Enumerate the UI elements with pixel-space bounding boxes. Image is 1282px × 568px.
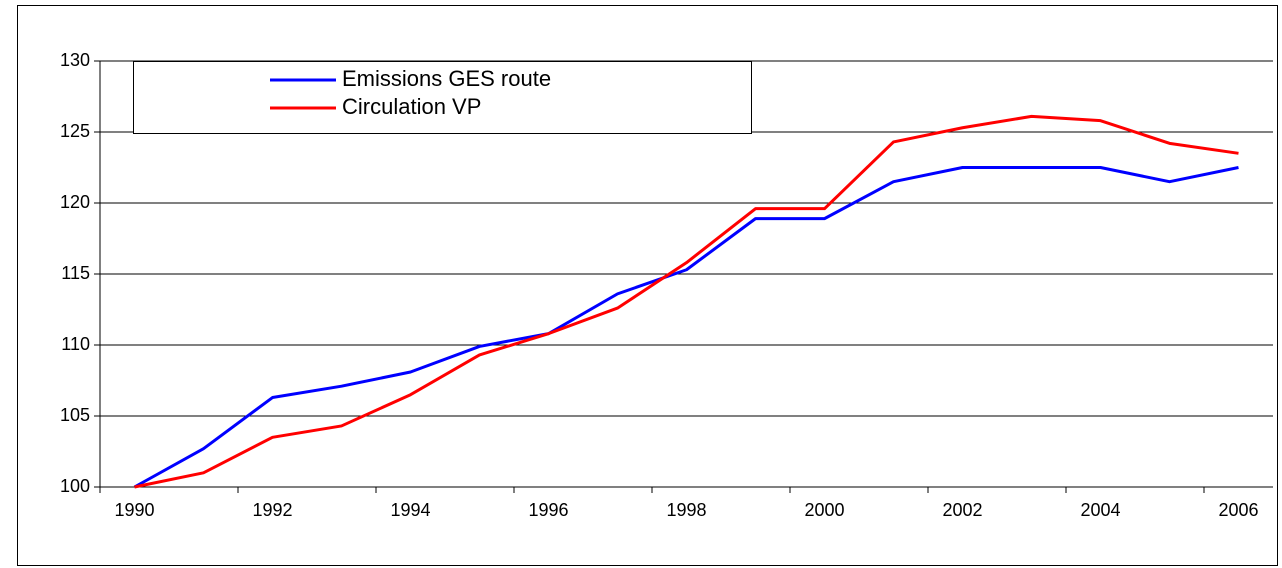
x-tick-label: 1992 — [252, 500, 292, 520]
y-tick-label: 100 — [60, 476, 90, 496]
x-tick-label: 2000 — [804, 500, 844, 520]
y-tick-label: 115 — [61, 263, 90, 283]
legend-box — [133, 61, 752, 134]
x-tick-label: 2006 — [1218, 500, 1258, 520]
y-tick-label: 125 — [60, 121, 90, 141]
legend-label: Circulation VP — [342, 94, 481, 119]
x-tick-label: 2002 — [942, 500, 982, 520]
x-tick-label: 2004 — [1080, 500, 1120, 520]
x-tick-label: 1998 — [666, 500, 706, 520]
x-tick-label: 1994 — [390, 500, 430, 520]
y-tick-label: 120 — [60, 192, 90, 212]
x-tick-label: 1990 — [114, 500, 154, 520]
x-tick-label: 1996 — [528, 500, 568, 520]
y-tick-label: 105 — [60, 405, 90, 425]
series-line — [134, 114, 1239, 489]
legend-label: Emissions GES route — [342, 66, 551, 91]
legend: Emissions GES route Circulation VP — [133, 61, 752, 134]
series-line — [133, 166, 1239, 489]
y-tick-label: 130 — [60, 50, 90, 70]
y-tick-label: 110 — [61, 334, 90, 354]
